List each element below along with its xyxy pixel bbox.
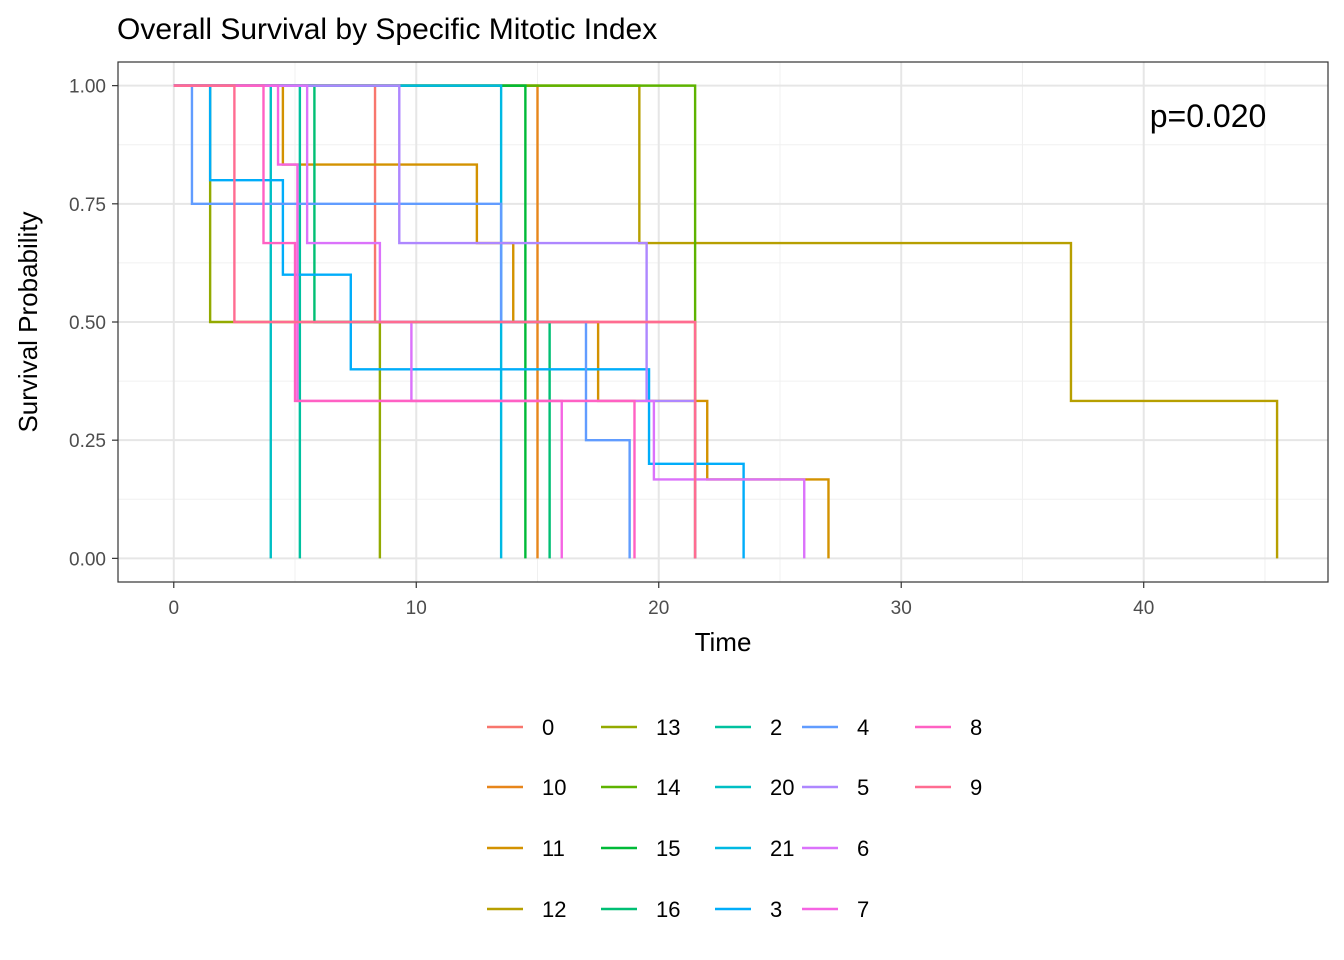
legend-label-4: 4 <box>857 715 869 740</box>
legend-label-7: 7 <box>857 897 869 922</box>
chart-title: Overall Survival by Specific Mitotic Ind… <box>117 13 657 46</box>
legend-label-14: 14 <box>656 775 680 800</box>
legend: 0 10 11 12 13 14 15 16 2 20 21 3 4 5 6 7 8 9 <box>487 715 982 922</box>
legend-label-13: 13 <box>656 715 680 740</box>
series-line-8 <box>173 84 636 559</box>
y-tick-label: 0.75 <box>69 195 106 216</box>
y-axis: 0.00 0.25 0.50 0.75 1.00 <box>69 77 118 570</box>
legend-label-5: 5 <box>857 775 869 800</box>
legend-label-12: 12 <box>542 897 566 922</box>
series-line-3 <box>173 84 745 559</box>
x-axis-title: Time <box>695 627 752 657</box>
legend-label-0: 0 <box>542 715 554 740</box>
legend-label-2: 2 <box>770 715 782 740</box>
x-tick-label: 40 <box>1133 598 1154 619</box>
x-tick-label: 10 <box>406 598 427 619</box>
legend-label-9: 9 <box>970 775 982 800</box>
legend-label-20: 20 <box>770 775 794 800</box>
legend-label-6: 6 <box>857 836 869 861</box>
y-tick-label: 0.50 <box>69 313 106 334</box>
legend-label-16: 16 <box>656 897 680 922</box>
legend-label-21: 21 <box>770 836 794 861</box>
y-tick-label: 1.00 <box>69 77 106 98</box>
x-tick-label: 0 <box>168 598 179 619</box>
legend-label-8: 8 <box>970 715 982 740</box>
legend-label-3: 3 <box>770 897 782 922</box>
x-tick-label: 20 <box>648 598 669 619</box>
p-value-annotation: p=0.020 <box>1150 98 1267 134</box>
y-axis-title: Survival Probability <box>13 211 43 432</box>
y-tick-label: 0.00 <box>69 549 106 570</box>
series-line-9 <box>173 84 697 559</box>
y-tick-label: 0.25 <box>69 431 106 452</box>
x-axis: 0 10 20 30 40 <box>168 582 1154 619</box>
legend-label-15: 15 <box>656 836 680 861</box>
x-tick-label: 30 <box>891 598 912 619</box>
legend-label-10: 10 <box>542 775 566 800</box>
survival-curves <box>173 84 1279 559</box>
legend-label-11: 11 <box>542 836 565 861</box>
